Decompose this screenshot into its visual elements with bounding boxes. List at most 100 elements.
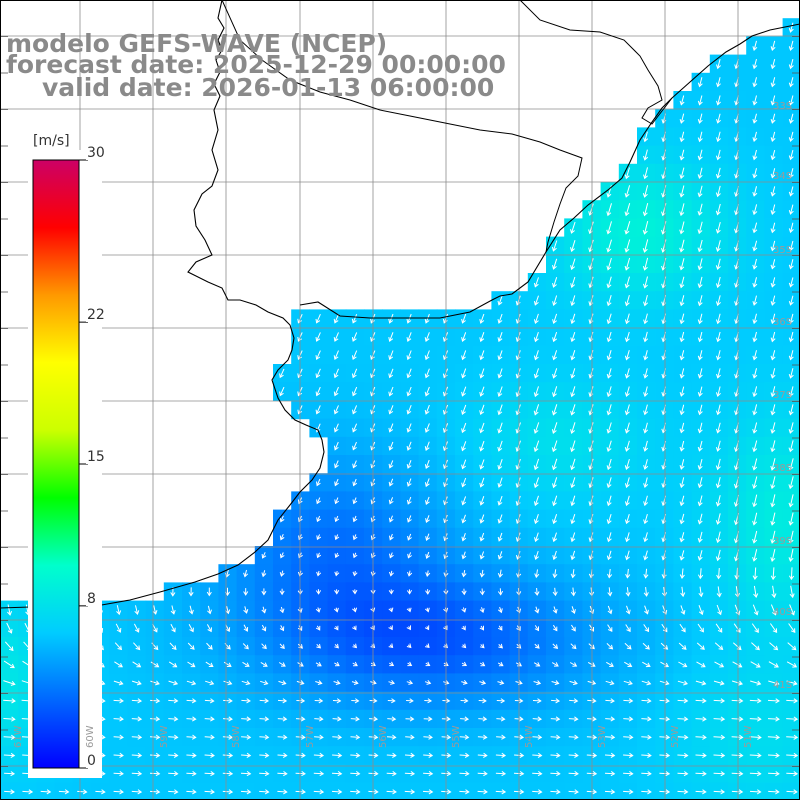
wind-arrow [389, 423, 394, 432]
wind-arrow-head [301, 789, 306, 795]
wind-arrow-head [137, 752, 143, 758]
wind-arrow-head [606, 229, 612, 235]
wind-arrow [786, 790, 797, 793]
wind-arrow-head [625, 573, 631, 579]
wind-arrow [571, 495, 576, 506]
wind-arrow-head [297, 391, 303, 397]
wind-arrow [352, 386, 358, 396]
wind-arrow-head [679, 483, 685, 489]
wind-arrow-head [497, 590, 504, 596]
wind-arrow-head [770, 246, 776, 252]
wind-arrow [751, 642, 760, 650]
wind-arrow-head [11, 716, 16, 722]
wind-arrow-head [754, 628, 759, 633]
wind-arrow-head [788, 575, 795, 581]
wind-arrow [571, 550, 576, 560]
wind-arrow [334, 405, 339, 414]
wind-arrow [535, 532, 539, 542]
wind-arrow-head [770, 355, 776, 361]
wind-arrow-head [424, 482, 430, 488]
wind-arrow-head [606, 192, 612, 198]
wind-arrow-head [479, 428, 485, 434]
wind-arrow [552, 404, 558, 415]
wind-arrow-head [752, 575, 758, 581]
wind-arrow-head [719, 662, 725, 668]
wind-arrow-head [665, 734, 671, 740]
wind-arrow [717, 149, 721, 160]
wind-arrow [589, 477, 594, 488]
wind-arrow [571, 513, 576, 524]
wind-arrow [789, 604, 795, 615]
wind-arrow [534, 295, 539, 306]
wind-arrow-head [461, 572, 467, 578]
wind-arrow-head [770, 82, 776, 88]
wind-arrow [771, 331, 776, 342]
wind-arrow [644, 368, 648, 378]
wind-arrow [571, 458, 576, 470]
wind-arrow [681, 586, 684, 597]
wind-arrow-head [137, 698, 143, 704]
wind-arrow-head [226, 662, 232, 667]
wind-arrow [753, 404, 758, 415]
wind-arrow [7, 604, 11, 615]
wind-arrow-head [752, 118, 758, 124]
wind-arrow-head [443, 607, 449, 613]
wind-arrow-head [607, 573, 613, 579]
wind-arrow [568, 718, 578, 720]
wind-arrow [207, 605, 211, 614]
wind-arrow-head [319, 789, 325, 795]
wind-arrow-head [371, 661, 376, 667]
wind-arrow-head [188, 609, 194, 615]
wind-arrow [732, 642, 742, 650]
wind-arrow [407, 533, 412, 541]
wind-arrow-head [788, 447, 794, 453]
wind-arrow [771, 295, 776, 306]
wind-arrow [699, 350, 703, 360]
wind-arrow [625, 294, 630, 306]
wind-arrow [680, 550, 685, 560]
wind-arrow [389, 497, 394, 504]
wind-arrow [680, 131, 685, 142]
longitude-label: 61W [13, 725, 24, 748]
wind-arrow-head [697, 265, 703, 271]
wind-arrow [280, 533, 284, 540]
wind-arrow [131, 699, 142, 702]
wind-arrow [695, 772, 706, 775]
wind-arrow-head [352, 463, 357, 469]
wind-arrow [204, 790, 215, 793]
wind-arrow-head [643, 573, 649, 579]
wind-arrow [677, 699, 688, 702]
wind-arrow-head [281, 662, 286, 667]
wind-arrow [717, 113, 721, 124]
wind-arrow [644, 495, 648, 506]
wind-arrow [277, 699, 287, 702]
wind-arrow [771, 131, 776, 142]
wind-arrow-head [647, 789, 652, 795]
wind-arrow [644, 220, 649, 235]
wind-arrow-head [210, 734, 215, 740]
wind-arrow [771, 113, 776, 124]
wind-arrow [553, 258, 558, 270]
wind-arrow-head [697, 229, 703, 235]
wind-arrow-head [352, 409, 357, 415]
wind-arrow [334, 314, 339, 323]
wind-arrow-head [279, 535, 285, 541]
wind-arrow [589, 276, 594, 288]
wind-arrow [114, 661, 123, 668]
wind-arrow [717, 422, 721, 433]
wind-arrow-head [793, 716, 799, 722]
wind-arrow-head [261, 553, 267, 559]
wind-arrow-head [628, 752, 634, 758]
wind-arrow [753, 368, 757, 379]
wind-arrow-head [770, 118, 776, 124]
wind-arrow [607, 495, 612, 506]
wind-arrow-head [283, 789, 288, 795]
wind-arrow-head [406, 607, 412, 613]
wind-arrow [149, 754, 160, 757]
wind-arrow [422, 790, 433, 793]
wind-arrow-head [555, 752, 561, 758]
wind-arrow-head [152, 610, 158, 615]
wind-arrow [241, 754, 251, 757]
wind-arrow [425, 423, 430, 433]
